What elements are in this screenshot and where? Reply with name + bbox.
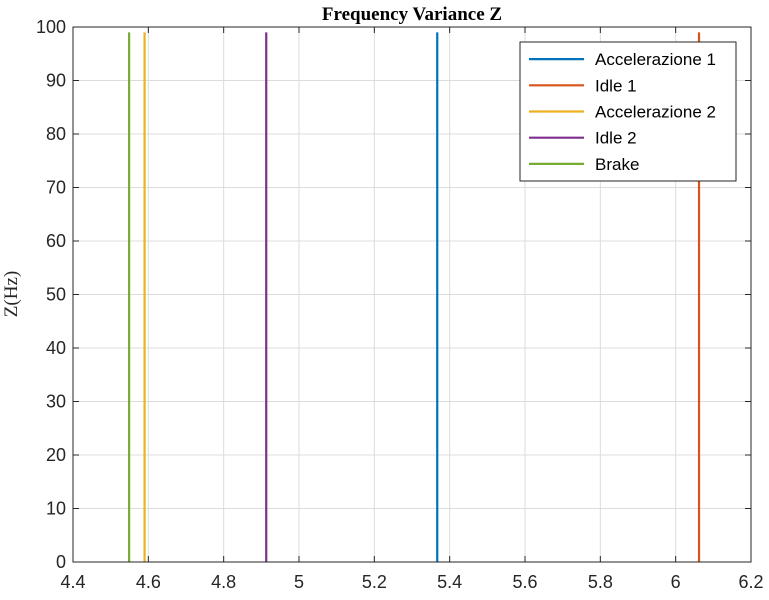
- labels-layer: Frequency Variance Z Z(Hz): [1, 4, 502, 317]
- x-tick-label: 5.8: [588, 572, 613, 592]
- y-tick-label: 100: [36, 17, 66, 37]
- y-tick-label: 50: [46, 285, 66, 305]
- y-tick-label: 0: [56, 552, 66, 572]
- x-tick-label: 5.4: [437, 572, 462, 592]
- axes-layer: 4.4 4.6 4.8 5 5.2 5.4 5.6 5.8 6 6.2 0 10 20 30 40 50 60 7…: [36, 17, 764, 592]
- x-tick-label: 6: [671, 572, 681, 592]
- x-tick-label: 5: [294, 572, 304, 592]
- legend-label-0: Accelerazione 1: [595, 50, 716, 69]
- y-tick-label: 20: [46, 445, 66, 465]
- legend-label-1: Idle 1: [595, 76, 637, 95]
- y-tick-label: 70: [46, 178, 66, 198]
- y-tick-label: 60: [46, 231, 66, 251]
- y-tick-label: 90: [46, 71, 66, 91]
- legend-label-3: Idle 2: [595, 129, 637, 148]
- y-tick-label: 40: [46, 338, 66, 358]
- x-tick-label: 5.6: [512, 572, 537, 592]
- chart-title: Frequency Variance Z: [322, 4, 502, 25]
- x-tick-label: 4.6: [136, 572, 161, 592]
- legend: Accelerazione 1 Idle 1 Accelerazione 2 Idle…: [519, 41, 737, 182]
- x-tick-label: 4.8: [211, 572, 236, 592]
- x-tick-label: 6.2: [738, 572, 763, 592]
- legend-label-2: Accelerazione 2: [595, 103, 716, 122]
- y-tick-label: 10: [46, 499, 66, 519]
- legend-label-4: Brake: [595, 155, 639, 174]
- y-tick-label: 80: [46, 124, 66, 144]
- x-tick-label: 4.4: [60, 572, 85, 592]
- x-tick-label: 5.2: [362, 572, 387, 592]
- y-tick-label: 30: [46, 392, 66, 412]
- series-layer: [128, 32, 701, 562]
- y-axis-label: Z(Hz): [1, 271, 22, 317]
